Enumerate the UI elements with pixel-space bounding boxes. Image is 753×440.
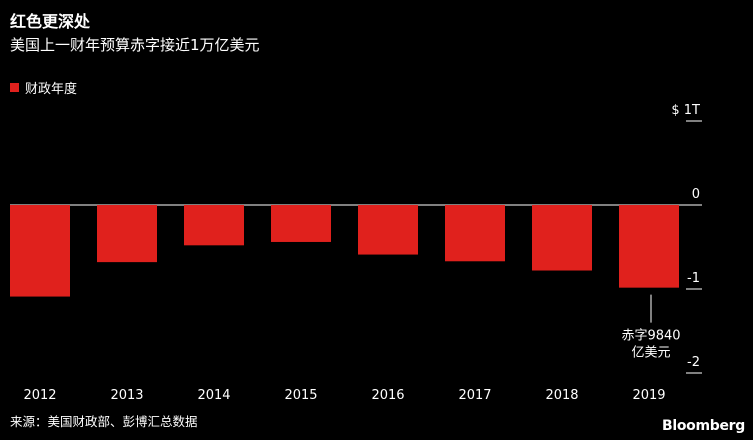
x-tick-label: 2018	[545, 388, 578, 403]
x-tick-label: 2013	[110, 388, 143, 403]
legend: 财政年度	[10, 78, 77, 97]
legend-label: 财政年度	[25, 82, 78, 97]
bar	[619, 205, 679, 288]
bloomberg-logo: Bloomberg	[661, 418, 745, 434]
bar	[97, 205, 157, 263]
bar	[184, 205, 244, 246]
bar	[271, 205, 331, 242]
source-note: 来源：美国财政部、彭博汇总数据	[10, 414, 198, 429]
x-tick-label: 2012	[23, 388, 56, 403]
x-tick-label: 2015	[284, 388, 317, 403]
x-tick-label: 2019	[632, 388, 665, 403]
bar	[358, 205, 418, 255]
x-tick-label: 2017	[458, 388, 491, 403]
y-tick-label: -1	[687, 271, 700, 286]
y-tick-label: 0	[692, 187, 700, 202]
annotation-label: 赤字9840	[621, 329, 680, 344]
x-tick-label: 2016	[371, 388, 404, 403]
legend-swatch	[10, 83, 19, 92]
bar	[532, 205, 592, 271]
y-tick-label: -2	[687, 355, 700, 370]
bar	[10, 205, 70, 297]
x-tick-label: 2014	[197, 388, 230, 403]
annotation-label: 亿美元	[631, 346, 670, 361]
bar	[445, 205, 505, 262]
y-tick-label: $ 1T	[671, 103, 700, 118]
chart-subtitle: 美国上一财年预算赤字接近1万亿美元	[10, 36, 260, 54]
chart-title: 红色更深处	[10, 12, 91, 31]
